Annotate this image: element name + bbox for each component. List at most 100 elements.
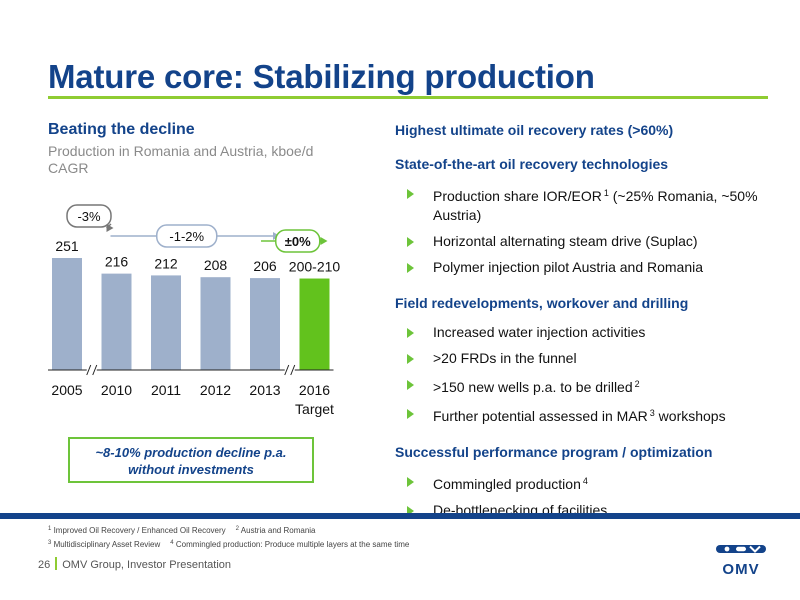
footnote-4-marker: 4	[170, 540, 174, 546]
axis-break-mark	[290, 364, 296, 376]
cagr-pill	[66, 204, 112, 228]
footnote-1-marker: 1	[48, 526, 52, 532]
bullet-item: Production share IOR/EOR 1 (~25% Romania,…	[395, 184, 785, 225]
page-title: Mature core: Stabilizing production	[48, 58, 595, 95]
bullet-item: Polymer injection pilot Austria and Roma…	[395, 258, 785, 277]
bullet-arrow-icon	[407, 380, 414, 390]
value-label: 200-210	[289, 259, 341, 275]
footnote-ref: 3	[649, 408, 655, 418]
cagr-label: -1-2%	[169, 229, 204, 244]
decline-callout: ~8-10% production decline p.a. without i…	[68, 437, 314, 483]
bullet-text: Further potential assessed in MAR	[433, 408, 648, 424]
category-label: 2013	[249, 382, 280, 398]
callout-line1: ~8-10% production decline p.a.	[95, 445, 287, 460]
value-label: 251	[55, 238, 79, 254]
bullet-list: Production share IOR/EOR 1 (~25% Romania,…	[395, 184, 785, 277]
footnote-1: Improved Oil Recovery / Enhanced Oil Rec…	[53, 526, 226, 535]
section: Highest ultimate oil recovery rates (>60…	[395, 122, 785, 138]
bullet-arrow-icon	[407, 237, 414, 247]
axis-break-mark	[92, 364, 98, 376]
footnote-3-marker: 3	[48, 540, 52, 546]
section: State-of-the-art oil recovery technologi…	[395, 156, 785, 277]
title-divider	[48, 96, 768, 99]
bullet-item: >20 FRDs in the funnel	[395, 349, 785, 368]
axis-break-gap	[284, 365, 295, 375]
bullet-text: Production share IOR/EOR	[433, 188, 602, 204]
bullet-item: >150 new wells p.a. to be drilled 2	[395, 375, 785, 397]
bullet-text: Commingled production	[433, 476, 581, 492]
section-heading: Field redevelopments, workover and drill…	[395, 295, 689, 311]
axis-break-mark	[86, 364, 92, 376]
bullet-item: Further potential assessed in MAR 3 works…	[395, 404, 785, 426]
footer-separator	[55, 557, 58, 570]
production-bar-chart: 251 2005 216 2010 212 2011 208 2012 206 2013 200-2…	[48, 204, 341, 417]
category-label: 2010	[101, 382, 132, 398]
cagr-label: -3%	[77, 209, 101, 224]
bar-2010	[101, 273, 132, 370]
bullet-arrow-icon	[407, 189, 414, 199]
footnotes: 1 Improved Oil Recovery / Enhanced Oil R…	[48, 523, 409, 551]
category-label: 2011	[151, 382, 181, 398]
footnote-2-marker: 2	[235, 526, 239, 532]
axis-break-gap	[86, 365, 97, 375]
bullet-text: Horizontal alternating steam drive (Supl…	[433, 233, 698, 249]
footnote-4: Commingled production: Produce multiple …	[175, 540, 410, 549]
footnote-ref: 4	[582, 476, 588, 486]
bullet-item: Horizontal alternating steam drive (Supl…	[395, 232, 785, 251]
bullet-arrow-icon	[407, 409, 414, 419]
bullet-text: Polymer injection pilot Austria and Roma…	[433, 259, 704, 275]
page-footer: 26 OMV Group, Investor Presentation	[38, 557, 231, 571]
bullet-item: Commingled production 4	[395, 472, 785, 494]
value-label: 216	[105, 254, 129, 270]
section: Successful performance program / optimiz…	[395, 444, 785, 520]
chart-subtitle-line2: CAGR	[48, 160, 89, 176]
bar-2016	[299, 278, 330, 370]
footnote-line2: 3 Multidisciplinary Asset Review 4 Commin…	[48, 537, 409, 551]
bullet-text: Increased water injection activities	[433, 324, 646, 340]
bullet-text-continued: workshops	[654, 408, 726, 424]
callout-line2: without investments	[128, 462, 254, 477]
section-heading: Successful performance program / optimiz…	[395, 444, 713, 460]
chart-subtitle: Production in Romania and Austria, kboe/…	[48, 143, 368, 177]
bullet-arrow-icon	[407, 354, 414, 364]
omv-logo-icon	[716, 545, 766, 553]
page-number: 26	[38, 559, 51, 571]
chart-subtitle-line1: Production in Romania and Austria, kboe/…	[48, 143, 314, 159]
footnote-3: Multidisciplinary Asset Review	[53, 540, 161, 549]
bullet-text: >20 FRDs in the funnel	[433, 350, 577, 366]
bar-2005	[52, 258, 82, 370]
bar-2011	[151, 275, 181, 370]
section: Field redevelopments, workover and drill…	[395, 295, 785, 426]
highlights-column: Highest ultimate oil recovery rates (>60…	[395, 122, 785, 538]
footnote-ref: 2	[634, 379, 640, 389]
omv-logo-text: OMV	[722, 561, 760, 578]
bullet-list: Increased water injection activities >20 …	[395, 323, 785, 426]
footnote-line1: 1 Improved Oil Recovery / Enhanced Oil R…	[48, 523, 409, 537]
footnote-ref: 1	[603, 188, 609, 198]
cagr-arrowhead	[320, 237, 328, 245]
value-label: 206	[253, 258, 277, 274]
bullet-arrow-icon	[407, 477, 414, 487]
category-label: 2016	[299, 382, 330, 398]
bullet-text: >150 new wells p.a. to be drilled	[433, 379, 633, 395]
bullet-text-continued: (~25% Romania, ~50% Austria)	[433, 188, 758, 223]
bullet-arrow-icon	[407, 263, 414, 273]
value-label: 212	[154, 255, 178, 271]
cagr-label: ±0%	[285, 234, 311, 249]
bullet-arrow-icon	[407, 328, 414, 338]
footnote-2: Austria and Romania	[240, 526, 316, 535]
footer-text: OMV Group, Investor Presentation	[62, 559, 231, 571]
footer-bar	[0, 513, 800, 519]
cagr-arrowhead	[106, 224, 114, 232]
category-label: 2005	[51, 382, 82, 398]
category-sublabel: Target	[295, 401, 334, 417]
value-label: 208	[204, 257, 228, 273]
section-heading: Highest ultimate oil recovery rates (>60…	[395, 122, 674, 138]
axis-break-mark	[284, 364, 290, 376]
bullet-item: Increased water injection activities	[395, 323, 785, 342]
bullet-arrow-icon	[407, 506, 414, 516]
section-heading: State-of-the-art oil recovery technologi…	[395, 156, 669, 172]
chart-heading: Beating the decline	[48, 121, 195, 138]
bar-2012	[200, 277, 231, 370]
omv-logo: OMV	[714, 542, 768, 578]
